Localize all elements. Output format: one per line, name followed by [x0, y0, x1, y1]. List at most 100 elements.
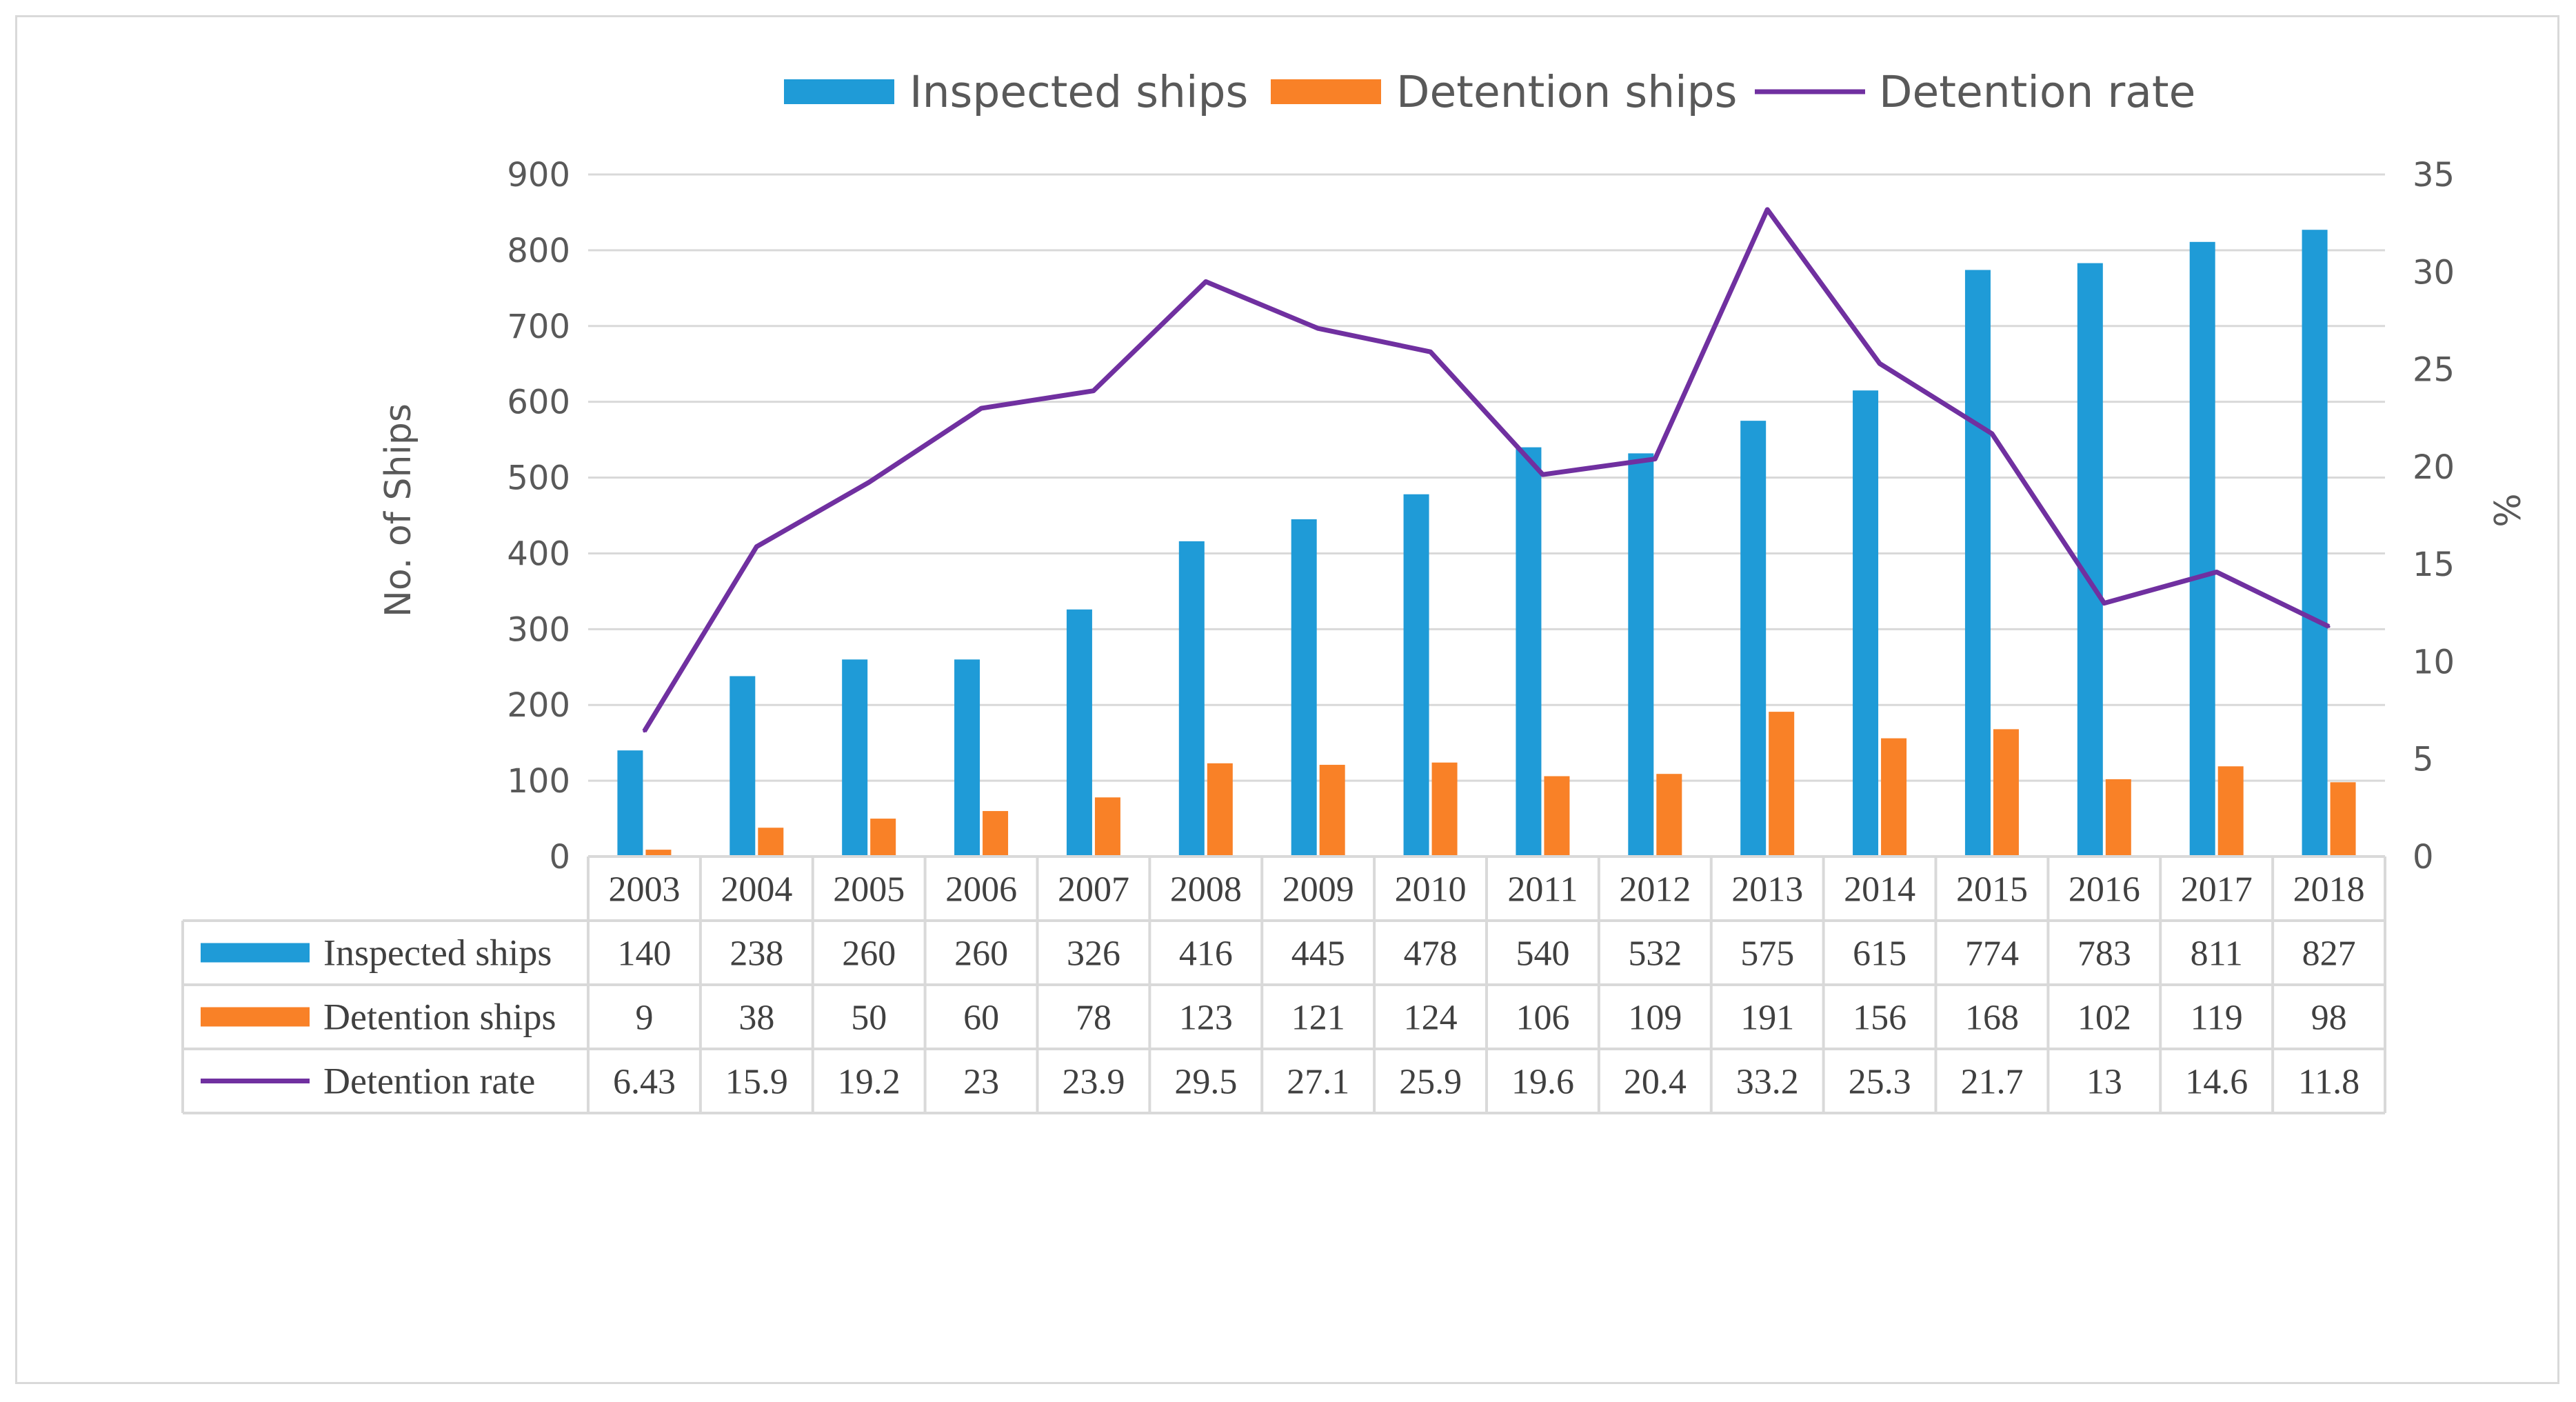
table-cell: 106 — [1516, 999, 1569, 1038]
detention-rate-point — [2102, 601, 2106, 605]
table-cell: 326 — [1067, 934, 1120, 974]
table-year-label: 2016 — [2069, 870, 2140, 910]
bar-inspected-ships — [1740, 421, 1767, 857]
bar-detention-ships — [2105, 779, 2131, 857]
y2-tick-label: 0 — [2413, 838, 2434, 877]
table-cell: 168 — [1965, 999, 2019, 1038]
y2-axis-title: % — [2488, 493, 2529, 527]
detention-rate-point — [2327, 625, 2331, 628]
legend-key-inspected-ships — [784, 79, 894, 104]
detention-rate-polyline — [642, 207, 2331, 733]
table-cell: 38 — [738, 999, 774, 1038]
table-cell: 19.6 — [1511, 1063, 1574, 1102]
table-cell: 14.6 — [2185, 1063, 2248, 1102]
table-cell: 416 — [1179, 934, 1233, 974]
y-tick-label: 200 — [507, 686, 570, 725]
y-tick-label: 500 — [507, 459, 570, 498]
bar-detention-ships — [2217, 766, 2244, 857]
bar-inspected-ships — [1403, 494, 1429, 857]
detention-rate-point — [1990, 432, 1993, 435]
left-y-ticks: 0 100 200 300 400 500 600 700 800 900 — [507, 156, 570, 877]
table-cell: 25.9 — [1399, 1063, 1462, 1102]
gridlines — [588, 173, 2385, 782]
table-cell: 13 — [2086, 1063, 2122, 1102]
table-cell: 827 — [2302, 934, 2356, 974]
table-cell: 156 — [1853, 999, 1906, 1038]
bar-inspected-ships — [954, 659, 980, 857]
table-cell: 119 — [2191, 999, 2243, 1038]
bar-inspected-ships — [1853, 390, 1879, 857]
table-cell: 123 — [1179, 999, 1233, 1038]
bar-detention-ships — [870, 819, 896, 857]
y-tick-label: 400 — [507, 534, 570, 573]
table-cell: 20.4 — [1624, 1063, 1687, 1102]
bar-detention-ships — [758, 828, 784, 857]
table-cell: 532 — [1628, 934, 1682, 974]
table-cell: 540 — [1516, 934, 1569, 974]
detention-rate-point — [1429, 350, 1432, 354]
bar-inspected-ships — [2077, 263, 2103, 857]
y-tick-label: 600 — [507, 383, 570, 422]
table-cell: 78 — [1076, 999, 1111, 1038]
table-cell: 11.8 — [2298, 1063, 2359, 1102]
legend: Inspected ships Detention ships Detention … — [784, 67, 2195, 117]
table-cell: 98 — [2311, 999, 2347, 1038]
table-series-label: Detention ships — [323, 997, 556, 1038]
table-cell: 19.2 — [838, 1063, 900, 1102]
bar-detention-ships — [1319, 765, 1345, 857]
table-cell: 140 — [617, 934, 671, 974]
legend-label-inspected-ships: Inspected ships — [909, 67, 1248, 117]
bar-detention-ships — [1881, 738, 1907, 857]
detention-rate-point — [1316, 327, 1320, 330]
y-tick-label: 700 — [507, 308, 570, 346]
detention-rate-point — [755, 545, 758, 548]
table-cell: 9 — [635, 999, 653, 1038]
detention-rate-point — [980, 407, 983, 410]
detention-rate-point — [1653, 457, 1657, 461]
data-table: 2003 2004 2005 2006 2007 2008 2009 2010 2011 2012… — [181, 855, 2386, 1114]
bar-inspected-ships — [842, 659, 868, 857]
y2-tick-label: 15 — [2413, 545, 2455, 584]
bar-inspected-ships — [1066, 609, 1092, 857]
y2-tick-label: 25 — [2413, 351, 2455, 390]
table-cell: 23.9 — [1062, 1063, 1125, 1102]
bar-detention-ships — [1993, 729, 2019, 857]
y2-tick-label: 20 — [2413, 448, 2455, 487]
detention-rate-point — [1541, 473, 1544, 477]
detention-rate-point — [2215, 570, 2218, 574]
bar-detention-ships — [1544, 776, 1570, 857]
table-cell: 60 — [963, 999, 999, 1038]
table-cell: 50 — [851, 999, 887, 1038]
table-year-label: 2008 — [1170, 870, 1242, 910]
table-legend-key — [201, 943, 310, 963]
combo-chart: 0 100 200 300 400 500 600 700 800 900 0 5 10 15 20 25 3… — [181, 67, 2529, 1114]
bars — [617, 230, 2356, 857]
table-cell: 811 — [2191, 934, 2243, 974]
bar-detention-ships — [2330, 782, 2356, 857]
table-cell: 109 — [1628, 999, 1682, 1038]
table-cell: 260 — [954, 934, 1008, 974]
table-year-label: 2006 — [945, 870, 1017, 910]
bar-inspected-ships — [1964, 270, 1991, 857]
table-cell: 238 — [729, 934, 783, 974]
table-year-label: 2010 — [1395, 870, 1467, 910]
table-cell: 25.3 — [1849, 1063, 1911, 1102]
table-cell: 478 — [1404, 934, 1458, 974]
bar-inspected-ships — [1516, 447, 1542, 857]
table-series-label: Detention rate — [323, 1061, 535, 1102]
table-cell: 23 — [963, 1063, 999, 1102]
table-cell: 575 — [1740, 934, 1794, 974]
legend-key-detention-ships — [1271, 79, 1381, 104]
table-year-label: 2005 — [833, 870, 905, 910]
bar-inspected-ships — [1628, 453, 1654, 857]
y-tick-label: 300 — [507, 610, 570, 649]
y2-tick-label: 35 — [2413, 156, 2455, 194]
table-series-label: Inspected ships — [323, 932, 552, 974]
table-year-label: 2009 — [1282, 870, 1354, 910]
table-year-label: 2014 — [1844, 870, 1915, 910]
table-cell: 615 — [1853, 934, 1906, 974]
table-year-label: 2018 — [2293, 870, 2365, 910]
bar-inspected-ships — [1291, 519, 1317, 857]
bar-inspected-ships — [729, 676, 756, 857]
table-legend-key — [201, 1007, 310, 1027]
